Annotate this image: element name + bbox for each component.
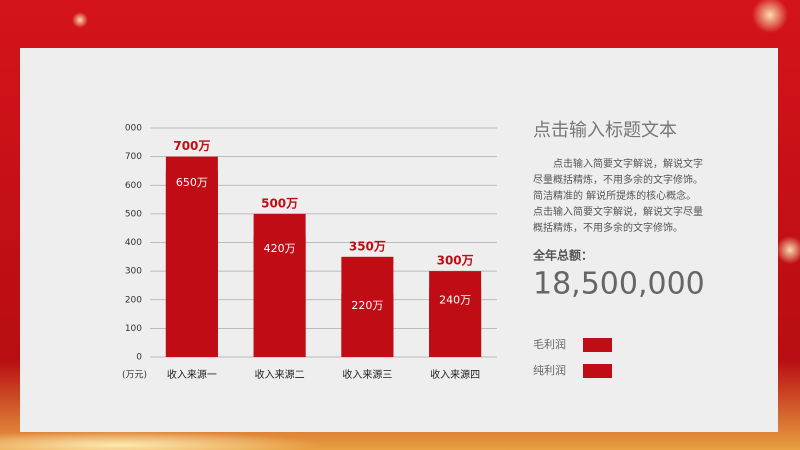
legend-label: 毛利润 — [533, 337, 566, 351]
paragraph-line: 概括精炼，不用多余的文字修饰。 — [533, 221, 683, 234]
x-tick-label: 收入来源一 — [167, 368, 217, 381]
bar — [341, 294, 394, 357]
y-tick-label: 400 — [125, 238, 142, 248]
y-tick-label: 600 — [125, 181, 142, 191]
total-label: 全年总额： — [532, 248, 593, 263]
value-label: 420万 — [264, 242, 296, 255]
y-tick-label: 0 — [136, 353, 142, 363]
total-value: 18,500,000 — [533, 267, 705, 302]
paragraph-line: 点击输入简要文字解说，解说文字尽量 — [533, 205, 703, 218]
y-tick-label: 000 — [125, 124, 142, 134]
paragraph-line: 简洁精准的 解说所提炼的核心概念。 — [533, 189, 696, 202]
value-label: 350万 — [349, 239, 386, 253]
legend-label: 纯利润 — [533, 363, 566, 377]
glow — [752, 0, 788, 33]
paragraph-line: 尽量概括精炼，不用多余的文字修饰。 — [533, 173, 703, 186]
y-tick-label: 100 — [125, 324, 142, 334]
y-unit: (万元) — [122, 371, 147, 381]
value-label: 700万 — [173, 139, 210, 153]
legend-swatch — [583, 338, 612, 352]
value-label: 240万 — [439, 293, 471, 306]
y-tick-label: 500 — [125, 209, 142, 219]
x-tick-label: 收入来源三 — [342, 368, 392, 381]
paragraph-line: 点击输入简要文字解说，解说文字 — [553, 157, 703, 170]
y-tick-label: 200 — [125, 295, 142, 305]
bar — [429, 288, 482, 357]
y-tick-label: 300 — [125, 267, 142, 277]
bar — [253, 236, 306, 357]
bar — [165, 170, 218, 357]
side-title: 点击输入标题文本 — [533, 120, 677, 141]
panel — [20, 48, 778, 432]
legend-swatch — [583, 364, 612, 378]
glow — [0, 431, 320, 450]
x-tick-label: 收入来源二 — [255, 368, 305, 381]
glow — [776, 236, 800, 264]
y-tick-label: 700 — [125, 152, 142, 162]
value-label: 500万 — [261, 196, 298, 210]
value-label: 650万 — [176, 176, 208, 189]
glow — [72, 12, 88, 28]
value-label: 220万 — [351, 299, 383, 312]
x-tick-label: 收入来源四 — [430, 368, 480, 381]
value-label: 300万 — [437, 254, 474, 268]
